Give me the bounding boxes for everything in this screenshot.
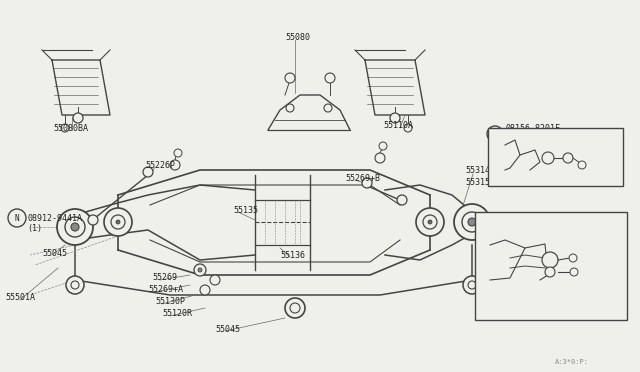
- Text: N: N: [15, 214, 19, 222]
- Circle shape: [570, 268, 578, 276]
- Circle shape: [379, 142, 387, 150]
- Circle shape: [542, 252, 558, 268]
- Circle shape: [569, 254, 577, 262]
- Text: 55501A: 55501A: [5, 294, 35, 302]
- Circle shape: [73, 113, 83, 123]
- Text: 08912-9441A: 08912-9441A: [27, 214, 82, 222]
- Circle shape: [362, 178, 372, 188]
- Bar: [475, 212, 627, 320]
- Circle shape: [462, 212, 482, 232]
- Text: B: B: [493, 129, 497, 138]
- Circle shape: [416, 208, 444, 236]
- Text: 55080BA: 55080BA: [53, 124, 88, 132]
- Circle shape: [428, 220, 432, 224]
- Circle shape: [404, 124, 412, 132]
- Text: 55045: 55045: [215, 326, 240, 334]
- Circle shape: [285, 73, 295, 83]
- Circle shape: [545, 267, 555, 277]
- Circle shape: [104, 208, 132, 236]
- Circle shape: [57, 209, 93, 245]
- Circle shape: [170, 160, 180, 170]
- Circle shape: [88, 215, 98, 225]
- Circle shape: [468, 281, 476, 289]
- Text: 55080: 55080: [285, 32, 310, 42]
- Circle shape: [290, 303, 300, 313]
- Circle shape: [194, 264, 206, 276]
- Text: 55226P: 55226P: [145, 160, 175, 170]
- Text: 55501A: 55501A: [505, 214, 535, 222]
- Circle shape: [375, 153, 385, 163]
- Circle shape: [423, 215, 437, 229]
- Circle shape: [61, 124, 69, 132]
- Circle shape: [468, 218, 476, 226]
- Circle shape: [454, 204, 490, 240]
- Text: 55045: 55045: [42, 248, 67, 257]
- Text: 55269: 55269: [152, 273, 177, 282]
- Text: (1): (1): [27, 224, 42, 232]
- Bar: [488, 128, 623, 186]
- Circle shape: [487, 126, 503, 142]
- Text: 55135: 55135: [233, 205, 258, 215]
- Circle shape: [71, 281, 79, 289]
- Text: 55136: 55136: [280, 250, 305, 260]
- Circle shape: [143, 167, 153, 177]
- Circle shape: [65, 217, 85, 237]
- Circle shape: [563, 153, 573, 163]
- Text: (2): (2): [516, 135, 531, 144]
- Circle shape: [325, 73, 335, 83]
- Text: 55130P: 55130P: [155, 298, 185, 307]
- Circle shape: [71, 223, 79, 231]
- Text: 55315(LH): 55315(LH): [465, 177, 510, 186]
- Circle shape: [198, 268, 202, 272]
- Circle shape: [285, 298, 305, 318]
- Circle shape: [174, 149, 182, 157]
- Circle shape: [66, 276, 84, 294]
- Text: 08156-8201F: 08156-8201F: [505, 124, 560, 132]
- Circle shape: [200, 285, 210, 295]
- Text: 55120R: 55120R: [162, 310, 192, 318]
- Text: 55269+A: 55269+A: [148, 285, 183, 295]
- Circle shape: [390, 113, 400, 123]
- Circle shape: [111, 215, 125, 229]
- Circle shape: [8, 209, 26, 227]
- Circle shape: [578, 161, 586, 169]
- Circle shape: [286, 104, 294, 112]
- Text: 55110A: 55110A: [383, 121, 413, 129]
- Text: 55314(RH): 55314(RH): [465, 166, 510, 174]
- Text: 55269+B: 55269+B: [345, 173, 380, 183]
- Circle shape: [116, 220, 120, 224]
- Circle shape: [542, 152, 554, 164]
- Text: A:3*0:P:: A:3*0:P:: [555, 359, 589, 365]
- Circle shape: [397, 195, 407, 205]
- Circle shape: [210, 275, 220, 285]
- Circle shape: [324, 104, 332, 112]
- Text: F/DRUM BRAKE: F/DRUM BRAKE: [482, 304, 542, 312]
- Circle shape: [463, 276, 481, 294]
